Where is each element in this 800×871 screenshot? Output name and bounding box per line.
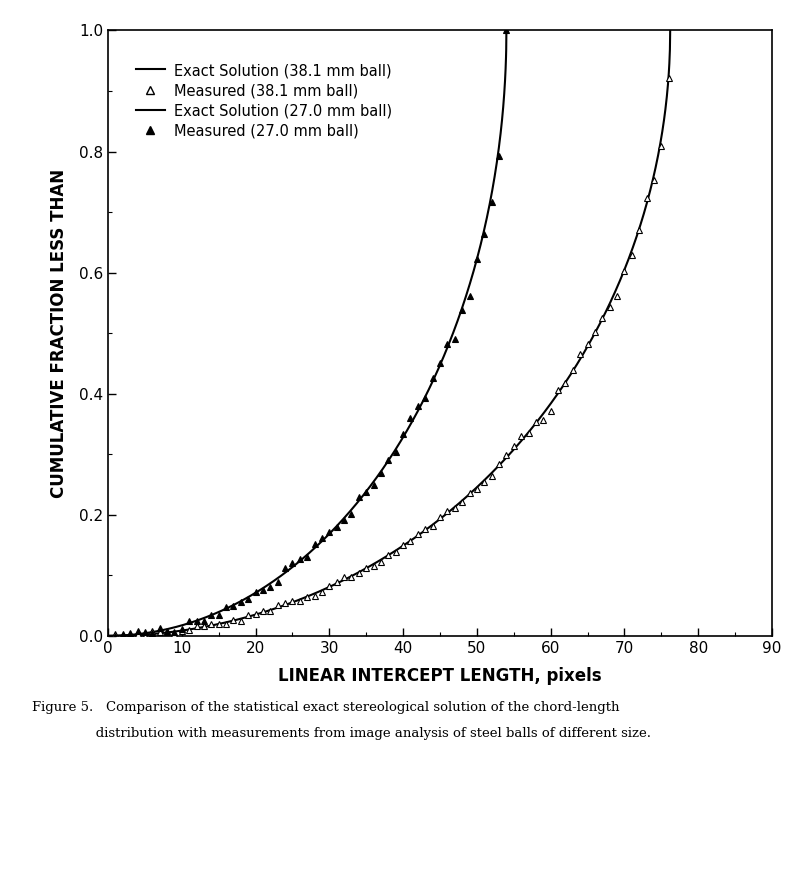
- Text: Figure 5.   Comparison of the statistical exact stereological solution of the ch: Figure 5. Comparison of the statistical …: [32, 701, 619, 714]
- X-axis label: LINEAR INTERCEPT LENGTH, pixels: LINEAR INTERCEPT LENGTH, pixels: [278, 667, 602, 685]
- Legend: Exact Solution (38.1 mm ball), Measured (38.1 mm ball), Exact Solution (27.0 mm : Exact Solution (38.1 mm ball), Measured …: [129, 56, 399, 145]
- Text: distribution with measurements from image analysis of steel balls of different s: distribution with measurements from imag…: [32, 727, 651, 740]
- Y-axis label: CUMULATIVE FRACTION LESS THAN: CUMULATIVE FRACTION LESS THAN: [50, 169, 68, 497]
